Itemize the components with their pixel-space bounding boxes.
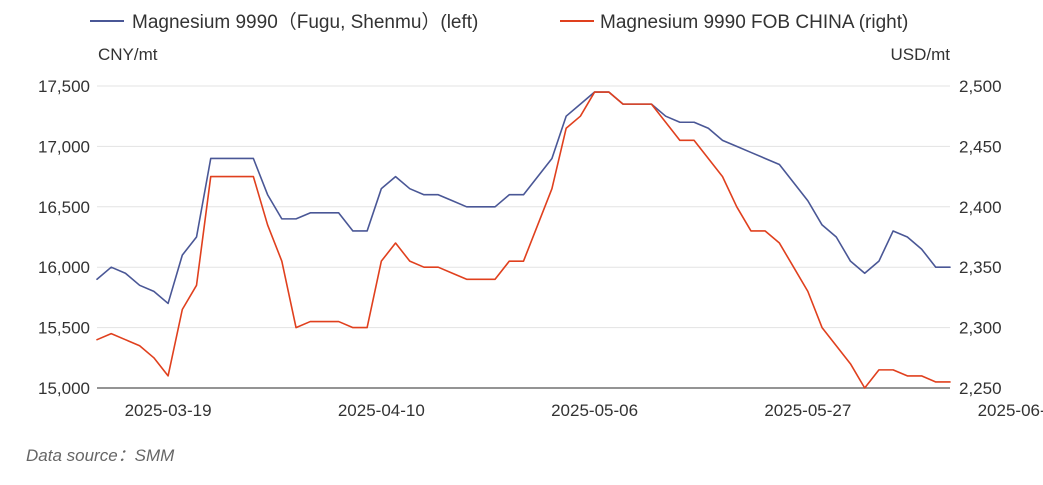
legend-item-left-series: Magnesium 9990（Fugu, Shenmu）(left): [90, 11, 478, 33]
data-source-note: Data source：SMM: [26, 446, 175, 465]
right-tick-label: 2,450: [959, 137, 1002, 156]
left-tick-label: 16,000: [38, 258, 90, 277]
left-tick-label: 17,000: [38, 137, 90, 156]
right-axis-unit: USD/mt: [891, 45, 951, 64]
series-layer: [96, 91, 951, 389]
series-line-right: [96, 91, 951, 389]
left-axis-unit: CNY/mt: [98, 45, 158, 64]
legend-label: Magnesium 9990（Fugu, Shenmu）(left): [132, 11, 478, 33]
x-tick-label: 2025-06-18: [978, 401, 1043, 420]
legend: Magnesium 9990（Fugu, Shenmu）(left) Magne…: [90, 11, 908, 33]
left-tick-label: 15,500: [38, 319, 90, 338]
x-axis: 2025-03-19 2025-04-10 2025-05-06 2025-05-27…: [125, 401, 1043, 420]
x-tick-label: 2025-04-10: [338, 401, 425, 420]
right-tick-label: 2,250: [959, 379, 1002, 398]
right-axis: 2,250 2,300 2,350 2,400 2,450 2,500: [959, 77, 1002, 398]
left-tick-label: 15,000: [38, 379, 90, 398]
right-tick-label: 2,500: [959, 77, 1002, 96]
x-tick-label: 2025-05-27: [764, 401, 851, 420]
legend-item-right-series: Magnesium 9990 FOB CHINA (right): [560, 12, 908, 33]
right-tick-label: 2,400: [959, 198, 1002, 217]
x-tick-label: 2025-03-19: [125, 401, 212, 420]
x-tick-label: 2025-05-06: [551, 401, 638, 420]
series-line-left: [96, 91, 951, 305]
right-tick-label: 2,350: [959, 258, 1002, 277]
left-axis: 15,000 15,500 16,000 16,500 17,000 17,500: [38, 77, 90, 398]
left-tick-label: 17,500: [38, 77, 90, 96]
left-tick-label: 16,500: [38, 198, 90, 217]
legend-label: Magnesium 9990 FOB CHINA (right): [600, 12, 908, 33]
right-tick-label: 2,300: [959, 319, 1002, 338]
gridlines: [97, 85, 950, 389]
